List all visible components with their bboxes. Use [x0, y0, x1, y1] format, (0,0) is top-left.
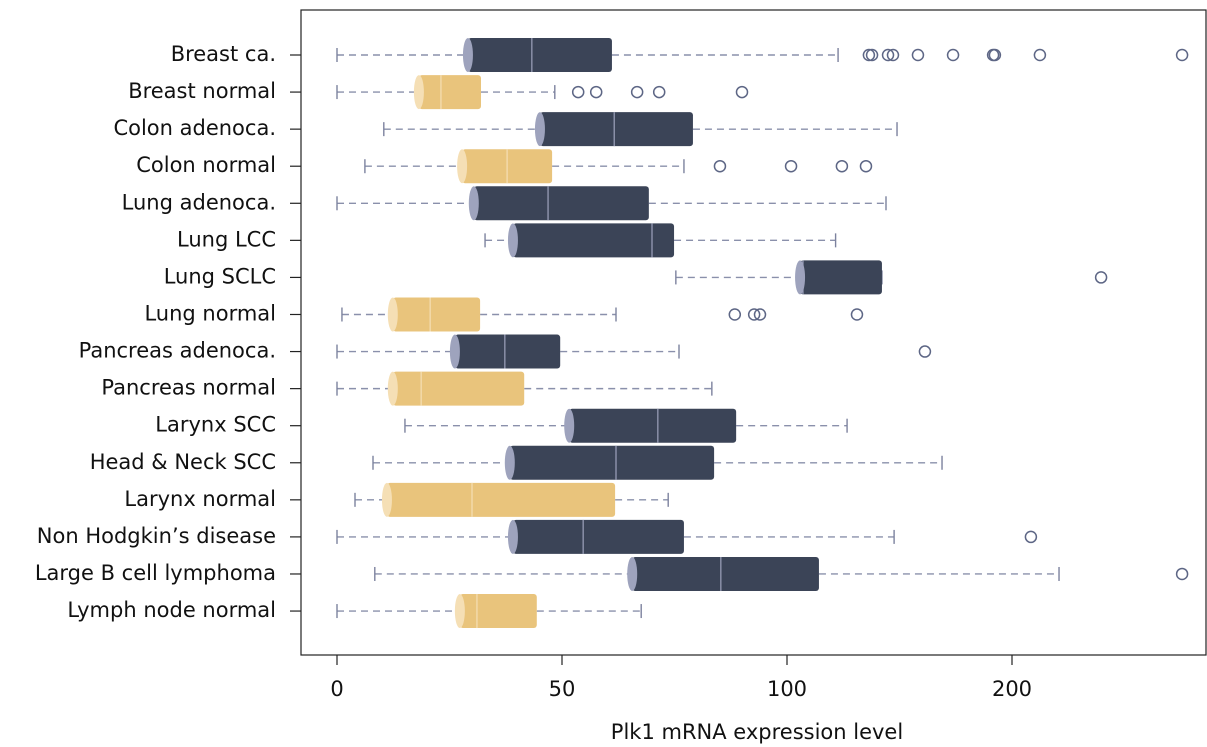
y-tick-label: Pancreas adenoca.: [79, 339, 276, 363]
box: [459, 594, 537, 629]
outlier: [881, 48, 895, 62]
box-end: [381, 482, 392, 517]
outlier: [784, 159, 798, 173]
outlier: [713, 159, 727, 173]
y-tick-label: Pancreas normal: [101, 376, 276, 400]
outlier: [1175, 567, 1189, 581]
box: [418, 75, 481, 110]
box-end: [504, 445, 515, 480]
y-tick-label: Lung LCC: [177, 227, 276, 251]
y-tick-label: Non Hodgkin’s disease: [37, 524, 276, 548]
outlier: [753, 308, 767, 321]
outlier: [652, 85, 666, 99]
outlier: [911, 48, 925, 62]
outlier: [735, 85, 749, 99]
box: [539, 112, 693, 147]
outlier: [850, 308, 864, 321]
box: [392, 297, 481, 332]
y-tick-label: Larynx normal: [124, 487, 276, 511]
x-axis-label: Plk1 mRNA expression level: [611, 720, 903, 744]
y-tick-label: Lung SCLC: [164, 264, 276, 288]
outlier: [728, 308, 742, 321]
outlier: [571, 85, 585, 99]
y-tick-label: Breast normal: [128, 79, 276, 103]
box: [454, 334, 561, 369]
outlier: [862, 48, 876, 62]
box: [386, 482, 616, 517]
box: [467, 38, 612, 72]
plot-frame: [300, 9, 1207, 656]
y-tick-label: Larynx SCC: [155, 413, 276, 437]
y-tick-label: Lung adenoca.: [122, 190, 276, 214]
outlier: [859, 159, 873, 173]
box: [392, 371, 525, 406]
outlier: [835, 159, 849, 173]
box-end: [564, 408, 575, 443]
box: [800, 260, 882, 295]
y-tick-label: Large B cell lymphoma: [35, 561, 276, 585]
box: [632, 556, 819, 591]
box-end: [507, 519, 518, 554]
y-tick-label: Breast ca.: [171, 42, 276, 66]
x-tick-label: 200: [992, 677, 1032, 701]
x-tick-label: 100: [767, 677, 807, 701]
outlier: [988, 48, 1002, 62]
outlier: [946, 48, 960, 62]
x-tick-label: 50: [549, 677, 576, 701]
box-end: [627, 556, 638, 591]
box-end: [387, 297, 398, 332]
outlier: [1175, 48, 1189, 62]
box-end: [449, 334, 460, 369]
outlier: [886, 48, 900, 62]
box: [569, 408, 737, 443]
outlier: [1033, 48, 1047, 62]
box-end: [387, 371, 398, 406]
box-end: [457, 149, 468, 184]
box-end: [413, 75, 424, 110]
box: [512, 223, 675, 258]
y-tick-label: Colon normal: [136, 153, 276, 177]
box-end: [462, 38, 473, 72]
outlier: [918, 345, 932, 358]
outlier: [747, 308, 761, 321]
y-tick-label: Colon adenoca.: [113, 116, 276, 140]
box: [512, 519, 684, 554]
box-end: [454, 594, 465, 629]
box-end: [507, 223, 518, 258]
box-end: [468, 186, 479, 221]
box-end: [534, 112, 545, 147]
y-tick-label: Lymph node normal: [67, 598, 276, 622]
y-tick-label: Lung normal: [144, 301, 276, 325]
box: [509, 445, 715, 480]
y-tick-label: Head & Neck SCC: [90, 450, 276, 474]
x-tick-label: 0: [330, 677, 343, 701]
outlier: [589, 85, 603, 99]
box: [473, 186, 649, 221]
outlier: [630, 85, 644, 99]
outlier: [1024, 530, 1038, 544]
outlier: [865, 48, 879, 62]
outlier: [1094, 271, 1108, 284]
